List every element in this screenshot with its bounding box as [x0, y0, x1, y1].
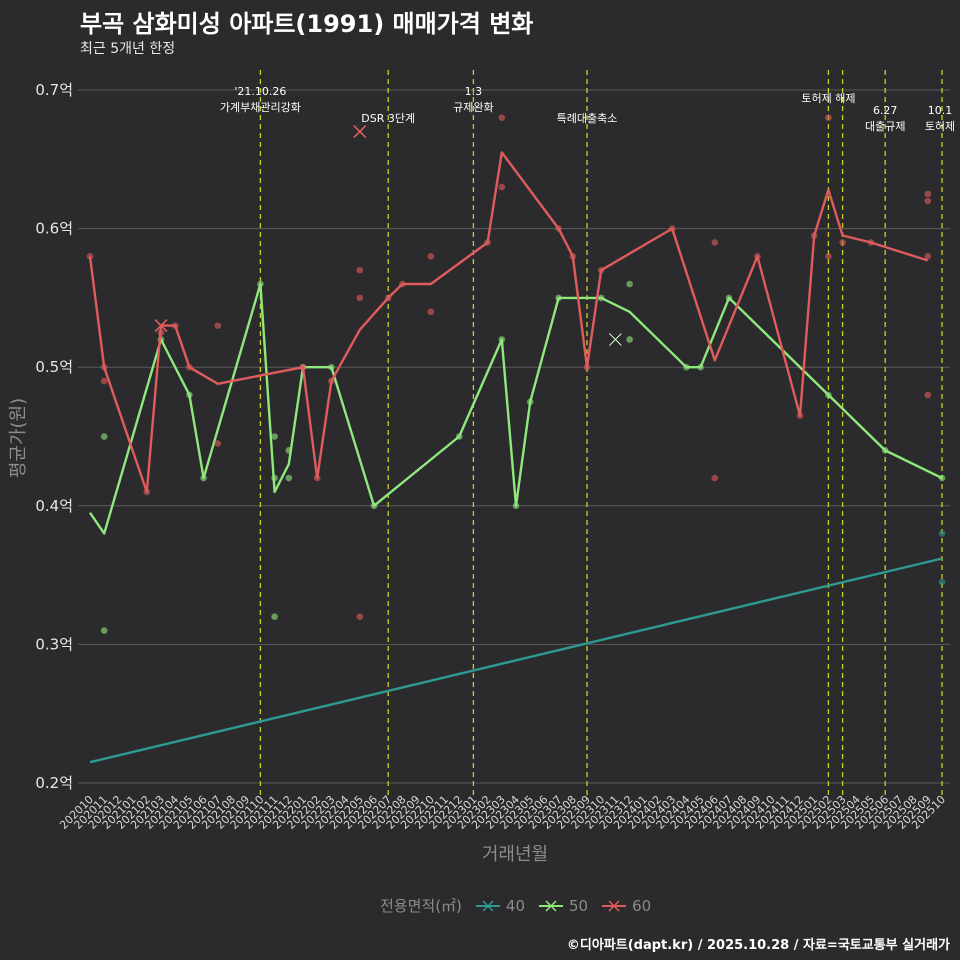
series-line-50 [89, 282, 943, 535]
legend: 전용면적(㎡) 40 50 60 [380, 895, 651, 916]
cross-marker-highlight [609, 333, 622, 346]
series-60 [86, 114, 932, 620]
data-point [825, 253, 832, 260]
y-tick-label: 0.2억 [35, 774, 73, 792]
data-point [100, 377, 108, 385]
policy-annotation: 토허제 [925, 120, 955, 133]
y-tick-label: 0.7억 [35, 81, 73, 99]
data-point [498, 114, 506, 122]
data-point [825, 114, 832, 122]
series-layer [86, 114, 946, 764]
y-axis-title: 평균가(원) [8, 398, 29, 478]
data-point [427, 253, 435, 260]
cross-marker [353, 125, 367, 139]
data-point [938, 578, 946, 586]
x-tick-labels: 2020102020112020122021012021022021032021… [57, 793, 948, 832]
data-point [214, 322, 222, 329]
policy-annotation: 대출규제 [865, 120, 905, 133]
y-tick-label: 0.5억 [35, 358, 73, 376]
data-point [356, 294, 364, 302]
cross-marker [154, 319, 168, 333]
source-caption: ©디아파트(dapt.kr) / 2025.10.28 / 자료=국토교통부 실… [566, 938, 950, 953]
data-point [924, 190, 932, 198]
data-point [271, 433, 278, 440]
data-point [498, 183, 506, 191]
data-point [924, 253, 932, 260]
y-tick-label: 0.6억 [35, 220, 73, 238]
legend-label-40: 40 [505, 896, 525, 915]
policy-annotation: DSR 3단계 [361, 112, 415, 125]
data-point [626, 336, 633, 343]
y-tick-labels: 0.2억 0.3억 0.4억 0.5억 0.6억 0.7억 [35, 81, 73, 792]
chart-title: 부곡 삼화미성 아파트(1991) 매매가격 변화 [80, 10, 534, 38]
x-axis-title: 거래년월 [482, 844, 548, 865]
policy-lines [259, 70, 943, 795]
legend-title: 전용면적(㎡) [380, 897, 462, 915]
series-50 [89, 280, 946, 634]
data-point [214, 440, 222, 447]
data-point [924, 197, 932, 205]
data-point [938, 530, 946, 537]
legend-item-40: 40 [475, 896, 525, 915]
data-point [285, 474, 293, 482]
policy-annotation: '21.10.26 [234, 85, 286, 98]
grid-lines [78, 89, 950, 784]
data-point [924, 391, 932, 399]
data-point [711, 239, 719, 246]
y-tick-label: 0.4억 [35, 497, 73, 515]
policy-annotation: 특례대출축소 [557, 112, 618, 125]
policy-annotation: 10.1 [928, 104, 953, 117]
data-point [356, 266, 364, 274]
series-40 [89, 530, 946, 764]
data-point [839, 239, 846, 246]
data-point [356, 613, 364, 620]
legend-item-60: 60 [602, 897, 651, 915]
policy-annotation: 가계부채관리강화 [220, 101, 301, 114]
data-point [271, 613, 278, 620]
series-line-40 [89, 557, 943, 764]
policy-annotation: 1.3 [465, 85, 483, 98]
legend-label-60: 60 [632, 896, 652, 915]
chart-subtitle: 최근 5개년 한정 [80, 41, 176, 57]
data-point [427, 308, 435, 316]
legend-item-50: 50 [539, 897, 588, 915]
data-point [626, 280, 633, 288]
series-line-60 [88, 151, 929, 494]
data-point [100, 627, 108, 634]
policy-annotation: 토허제 해제 [801, 91, 855, 105]
data-point [100, 433, 108, 440]
policy-annotation: 규제완화 [453, 101, 493, 114]
data-point [711, 474, 719, 482]
y-tick-label: 0.3억 [35, 635, 73, 653]
policy-annotation: 6.27 [873, 104, 898, 117]
legend-label-50: 50 [569, 896, 589, 915]
